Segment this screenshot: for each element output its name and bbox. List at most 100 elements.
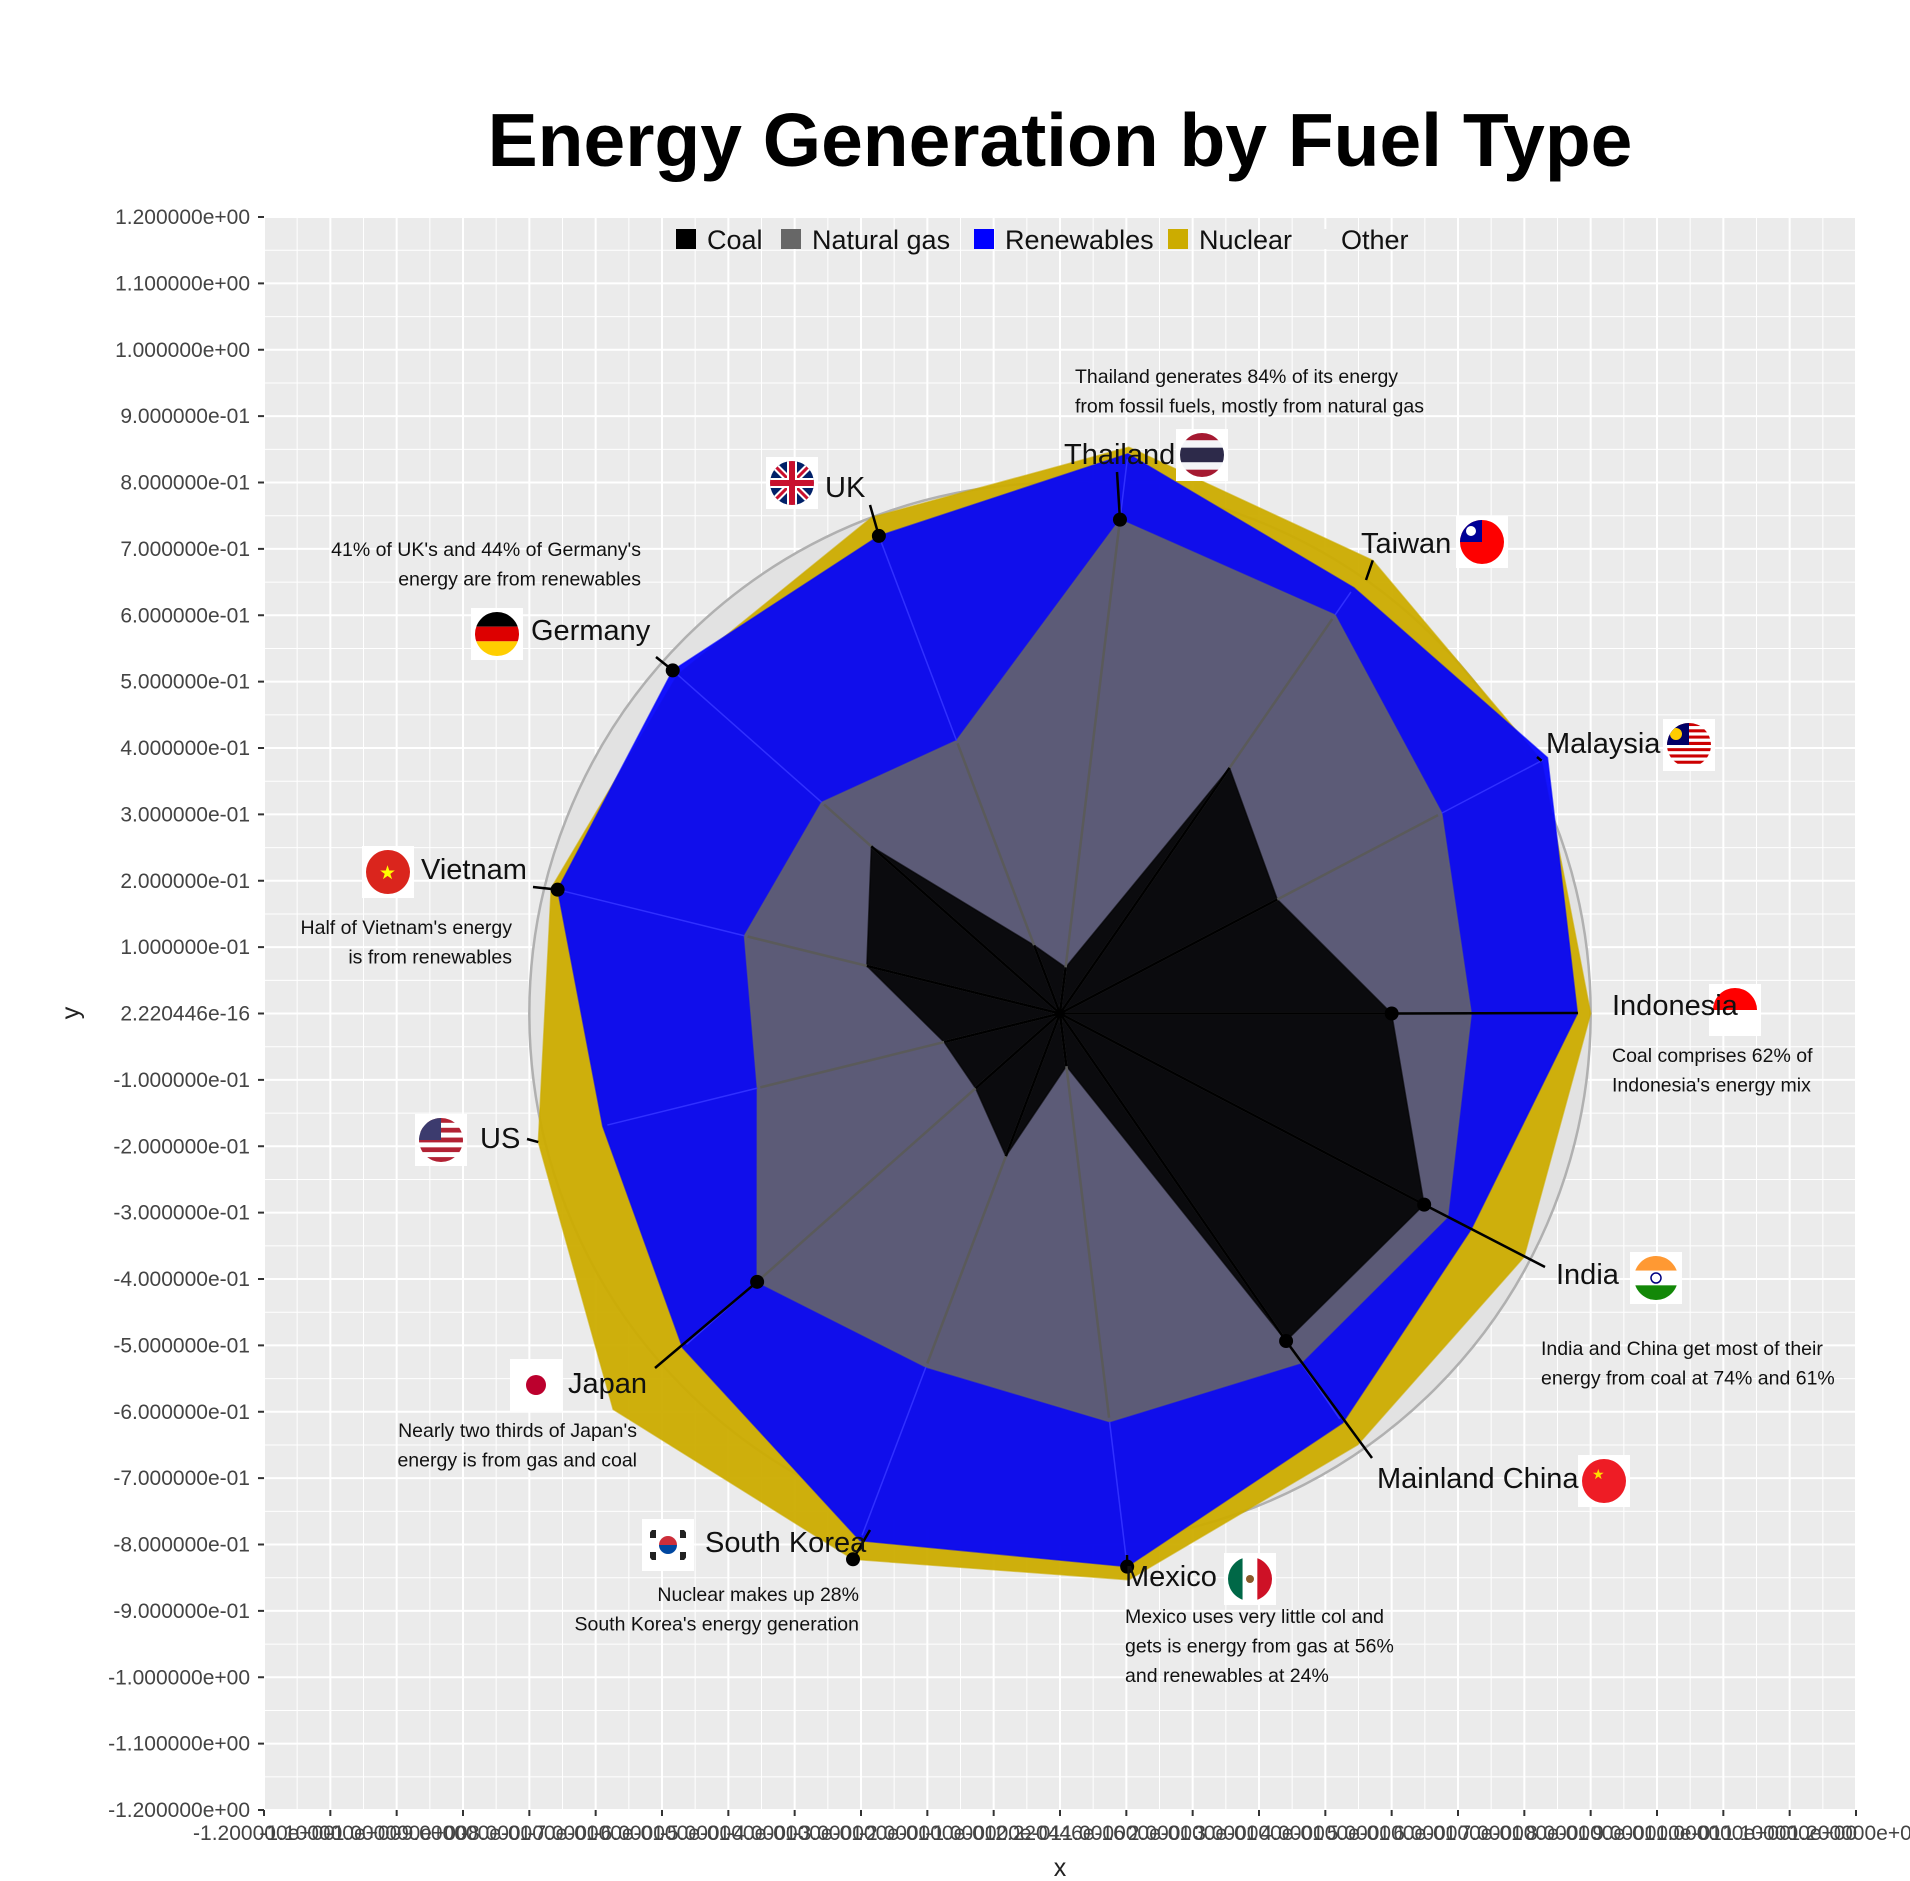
country-label: US xyxy=(480,1123,520,1155)
flag-body xyxy=(770,461,814,505)
flag-body xyxy=(1713,988,1757,1032)
label-leader xyxy=(1423,1203,1546,1269)
label-leader xyxy=(1536,756,1543,762)
flag-band xyxy=(1713,1010,1757,1032)
spoke-coal xyxy=(1058,967,1067,1014)
indonesia-flag-icon xyxy=(1709,984,1761,1036)
spoke-coal xyxy=(974,1012,1061,1090)
label-leader xyxy=(1285,1340,1374,1459)
annotation-text: energy are from renewables xyxy=(398,569,641,591)
spoke-coal xyxy=(1032,944,1062,1014)
legend-label: Renewables xyxy=(1005,225,1154,255)
flag-band xyxy=(1634,1285,1678,1300)
country-label: Thailand xyxy=(1064,439,1175,471)
flag-band xyxy=(475,612,519,627)
flag-yin xyxy=(659,1536,677,1545)
flag-emblem xyxy=(1246,1575,1254,1583)
flag-body xyxy=(419,1118,463,1162)
annotation-text: Nuclear makes up 28% xyxy=(657,1584,859,1606)
y-tick-label: 1.000000e+00 xyxy=(115,339,250,362)
flag-band xyxy=(1634,1270,1678,1286)
annotation-text: South Korea's energy generation xyxy=(574,1614,859,1636)
flag-body xyxy=(1667,723,1711,767)
y-axis: 1.200000e+00 1.100000e+00 1.000000e+00 9.00… xyxy=(108,206,264,1822)
flag-body xyxy=(646,1523,690,1567)
spoke-blue xyxy=(861,1366,927,1536)
x-tick-label: -8.000000e-01 xyxy=(461,1822,598,1845)
annotation-text: Thailand generates 84% of its energy xyxy=(1075,366,1398,388)
annotation-text: energy is from gas and coal xyxy=(397,1450,637,1472)
annotation-text: India and China get most of their xyxy=(1541,1338,1823,1360)
malaysia-flag-icon xyxy=(1663,719,1715,771)
flag-band xyxy=(419,1142,463,1148)
spoke-coal xyxy=(943,1012,1061,1044)
country-flags: ★★ xyxy=(362,429,1761,1605)
y-tick-label: 2.000000e-01 xyxy=(120,870,250,893)
legend-label: Natural gas xyxy=(812,225,950,255)
highlight-point xyxy=(750,1274,765,1289)
vietnam-flag-icon: ★ xyxy=(362,846,414,898)
legend-key xyxy=(974,229,994,249)
flag-band xyxy=(1667,748,1711,752)
flag-band xyxy=(1713,988,1757,1010)
india-flag-icon xyxy=(1630,1252,1682,1304)
flag-crescent xyxy=(1670,728,1682,740)
flag-sun xyxy=(526,1375,546,1395)
legend-key xyxy=(1168,229,1188,249)
y-tick-label: -1.100000e+00 xyxy=(108,1733,250,1756)
highlight-point xyxy=(665,663,680,678)
mexico-flag-icon xyxy=(1224,1553,1276,1605)
spoke-blue xyxy=(676,673,823,803)
annotation-text: Nearly two thirds of Japan's xyxy=(398,1420,637,1442)
legend-key xyxy=(1310,229,1330,249)
spoke-coal xyxy=(1058,1012,1288,1342)
annotation-text: 41% of UK's and 44% of Germany's xyxy=(331,539,641,561)
thailand-flag-icon xyxy=(1176,429,1228,481)
south-korea-flag-icon xyxy=(642,1519,694,1571)
flag-band xyxy=(1180,447,1224,463)
spoke-coal xyxy=(1058,1013,1068,1067)
x-tick-label: 7.000000e-01 xyxy=(1460,1822,1590,1845)
label-leader xyxy=(526,1137,539,1144)
flag-star: ★ xyxy=(1592,1466,1605,1482)
x-axis: -1.200000e+00-1.100000e+00-1.000000e+00-… xyxy=(193,1810,1910,1845)
china-flag-icon: ★ xyxy=(1578,1455,1630,1507)
spoke-coal xyxy=(870,845,1061,1015)
x-tick-label: 1.100000e+00 xyxy=(1722,1822,1857,1845)
flag-band xyxy=(1180,462,1224,470)
flag-band xyxy=(419,1157,463,1162)
flag-band xyxy=(475,641,519,656)
x-tick-label: -9.000000e-01 xyxy=(395,1822,532,1845)
highlight-point xyxy=(1384,1006,1399,1021)
label-leader xyxy=(1115,471,1122,520)
flag-body xyxy=(1228,1557,1272,1601)
x-tick-label: -2.000000e-01 xyxy=(859,1822,996,1845)
y-tick-label: -3.000000e-01 xyxy=(113,1202,250,1225)
country-label: Japan xyxy=(568,1368,647,1400)
legend-key xyxy=(676,229,696,249)
highlight-point xyxy=(1279,1334,1294,1349)
flag-band xyxy=(1667,760,1711,764)
annotation-text: Half of Vietnam's energy xyxy=(301,917,513,939)
spoke-blue xyxy=(1334,591,1352,616)
y-tick-label: -1.000000e+00 xyxy=(108,1666,250,1689)
flag-band xyxy=(475,626,519,642)
spoke-blue xyxy=(607,1087,758,1126)
x-tick-label: 5.000000e-01 xyxy=(1327,1822,1457,1845)
flag-band xyxy=(1634,1256,1678,1271)
flag-body: ★ xyxy=(1582,1459,1626,1503)
flag-trigram xyxy=(680,1552,686,1560)
flag-body xyxy=(1180,433,1224,477)
spoke-blue xyxy=(1119,459,1129,520)
spoke-coal xyxy=(1004,1013,1062,1157)
x-axis-title: x xyxy=(1054,1854,1067,1881)
series-coal xyxy=(866,766,1425,1343)
y-tick-label: 6.000000e-01 xyxy=(120,604,250,627)
spoke-blue xyxy=(1441,759,1543,814)
y-tick-label: 5.000000e-01 xyxy=(120,671,250,694)
highlight-point xyxy=(1417,1197,1432,1212)
spoke-coal xyxy=(1059,898,1278,1015)
highlight-point xyxy=(846,1552,861,1567)
x-tick-label: 8.000000e-01 xyxy=(1526,1822,1656,1845)
annotation-text: is from renewables xyxy=(348,947,512,969)
